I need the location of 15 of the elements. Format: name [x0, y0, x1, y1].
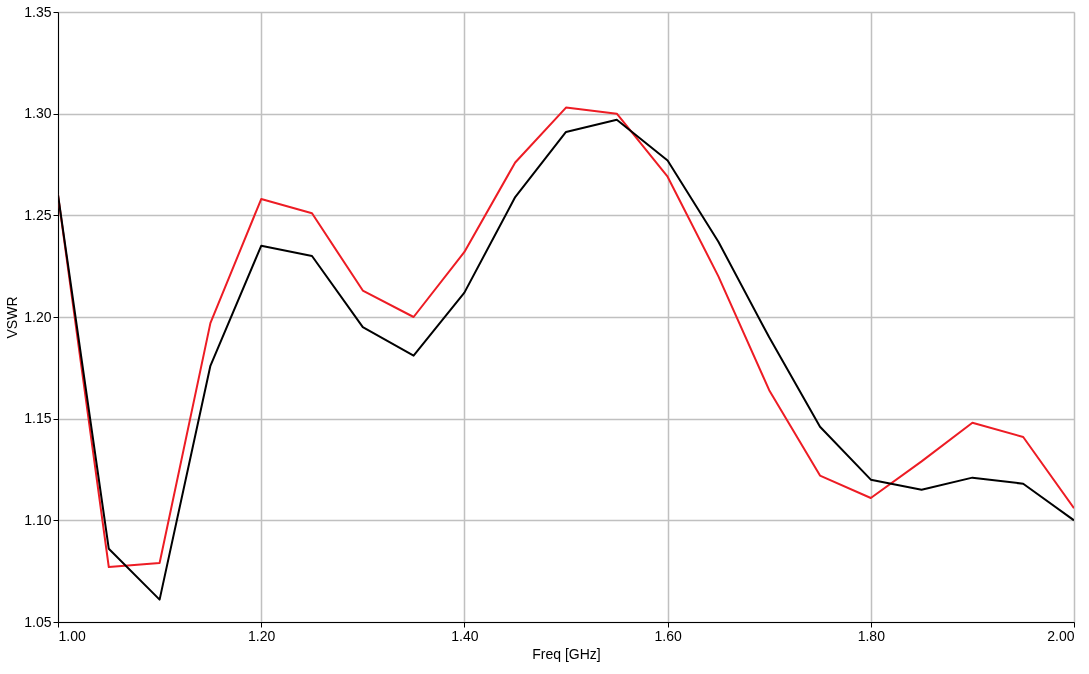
x-tick-label: 2.00 [1047, 627, 1075, 644]
x-tick-label: 1.60 [654, 627, 682, 644]
y-tick-label: 1.20 [24, 308, 52, 325]
y-tick-label: 1.25 [24, 206, 52, 223]
y-tick-label: 1.30 [24, 105, 52, 122]
y-tick-label: 1.35 [24, 3, 52, 20]
y-tick-label: 1.15 [24, 410, 52, 427]
x-axis-title: Freq [GHz] [532, 645, 601, 662]
x-tick-label: 1.20 [248, 627, 276, 644]
y-tick-label: 1.10 [24, 511, 52, 528]
x-tick-label: 1.80 [857, 627, 886, 644]
y-axis-title: VSWR [4, 296, 21, 339]
x-tick-label: 1.40 [451, 627, 479, 644]
x-tick-label: 1.00 [58, 627, 86, 644]
y-tick-label: 1.05 [24, 613, 52, 630]
